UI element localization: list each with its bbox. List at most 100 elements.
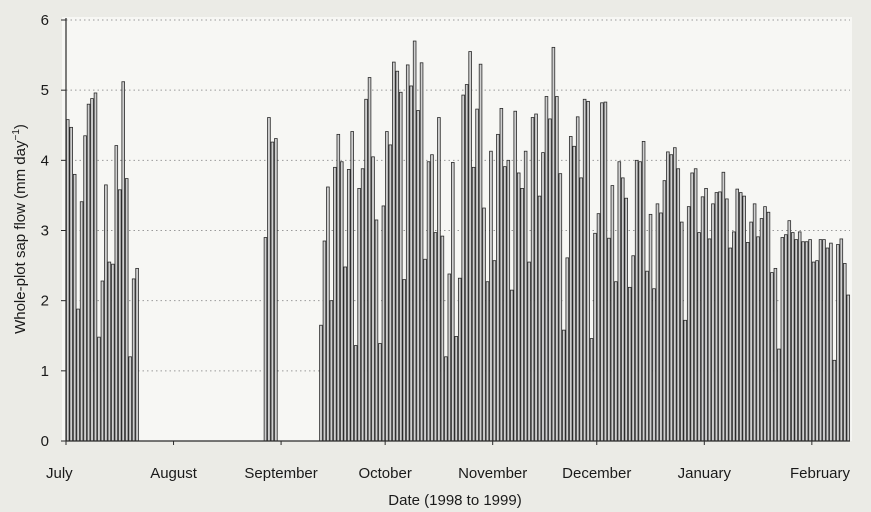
x-tick-label-october: October bbox=[358, 465, 411, 482]
bar-day-212 bbox=[801, 241, 805, 442]
bar-day-93 bbox=[388, 144, 393, 442]
bar-day-91 bbox=[381, 205, 386, 442]
y-axis-title: Whole-plot sap flow (mm day−1) bbox=[11, 124, 29, 334]
bar-day-199 bbox=[756, 236, 760, 442]
bar-day-169 bbox=[652, 288, 656, 442]
bar-day-220 bbox=[829, 242, 833, 442]
bar-day-194 bbox=[738, 192, 743, 442]
bar-series bbox=[65, 40, 851, 442]
bar-day-81 bbox=[346, 169, 351, 442]
bar-day-144 bbox=[565, 257, 570, 442]
bar-day-105 bbox=[430, 154, 434, 442]
axes bbox=[61, 18, 850, 445]
bar-day-97 bbox=[402, 279, 406, 442]
bar-day-189 bbox=[721, 171, 726, 442]
bar-day-221 bbox=[832, 359, 837, 442]
bar-day-0 bbox=[65, 119, 70, 442]
bar-day-82 bbox=[350, 131, 354, 442]
bar-day-193 bbox=[735, 188, 740, 442]
bar-day-175 bbox=[673, 147, 677, 442]
bar-day-107 bbox=[437, 117, 441, 442]
bar-day-180 bbox=[690, 172, 694, 442]
bar-day-115 bbox=[464, 84, 469, 442]
bar-day-79 bbox=[340, 161, 344, 442]
bar-day-132 bbox=[523, 150, 528, 442]
bar-day-95 bbox=[395, 70, 400, 442]
bar-day-103 bbox=[423, 258, 427, 442]
bar-day-178 bbox=[683, 319, 687, 442]
bar-day-96 bbox=[399, 91, 403, 442]
y-tick-labels: 0 1 2 3 4 5 6 bbox=[41, 12, 49, 450]
bar-day-58 bbox=[267, 117, 271, 442]
bar-day-217 bbox=[818, 239, 823, 442]
bar-day-186 bbox=[711, 203, 715, 442]
bar-day-138 bbox=[544, 96, 549, 442]
bar-day-173 bbox=[666, 151, 670, 442]
bar-day-90 bbox=[378, 343, 382, 442]
bar-day-206 bbox=[780, 237, 785, 442]
bar-day-182 bbox=[697, 232, 701, 442]
bar-day-85 bbox=[360, 168, 365, 442]
bar-day-163 bbox=[631, 255, 635, 442]
bar-day-181 bbox=[693, 168, 698, 442]
bar-day-162 bbox=[627, 286, 632, 442]
bar-day-125 bbox=[499, 108, 504, 442]
x-tick-label-november: November bbox=[458, 465, 527, 482]
bar-day-13 bbox=[111, 263, 115, 442]
bar-day-20 bbox=[135, 267, 139, 442]
bar-day-110 bbox=[447, 273, 452, 442]
bar-day-122 bbox=[489, 150, 493, 442]
bar-day-188 bbox=[718, 191, 722, 442]
bar-day-2 bbox=[72, 173, 77, 442]
bar-day-136 bbox=[537, 195, 542, 442]
bar-day-118 bbox=[475, 108, 479, 442]
y-tick-label-1: 1 bbox=[41, 363, 49, 380]
x-tick-label-september: September bbox=[244, 465, 317, 482]
bar-day-210 bbox=[794, 239, 798, 442]
bar-day-111 bbox=[451, 162, 455, 442]
bar-day-60 bbox=[274, 138, 278, 442]
bar-day-203 bbox=[770, 272, 774, 442]
bar-day-159 bbox=[617, 161, 622, 442]
x-tick-label-february: February bbox=[790, 465, 851, 482]
bar-day-120 bbox=[482, 207, 486, 442]
bar-day-216 bbox=[815, 260, 819, 442]
bar-day-131 bbox=[520, 187, 524, 442]
bar-day-121 bbox=[485, 281, 490, 442]
bar-day-154 bbox=[600, 102, 604, 442]
x-tick-label-december: December bbox=[562, 465, 631, 482]
bar-day-185 bbox=[707, 238, 712, 442]
bar-day-98 bbox=[405, 64, 410, 442]
bar-day-130 bbox=[516, 172, 521, 442]
bar-day-167 bbox=[645, 270, 649, 442]
y-axis-title-close: ) bbox=[12, 124, 29, 129]
bar-day-174 bbox=[669, 154, 674, 442]
bar-day-75 bbox=[326, 186, 330, 442]
bar-day-76 bbox=[329, 300, 334, 442]
bar-day-202 bbox=[766, 211, 771, 442]
bar-day-88 bbox=[371, 156, 375, 442]
bar-day-119 bbox=[478, 63, 483, 442]
bar-day-59 bbox=[270, 141, 275, 442]
y-tick-label-2: 2 bbox=[41, 293, 49, 310]
x-axis-title: Date (1998 to 1999) bbox=[388, 492, 521, 509]
bar-day-1 bbox=[69, 126, 73, 442]
bar-day-141 bbox=[555, 96, 559, 442]
y-tick-label-6: 6 bbox=[41, 12, 49, 29]
bar-day-151 bbox=[589, 338, 594, 442]
bar-day-112 bbox=[454, 336, 459, 442]
bar-day-171 bbox=[659, 212, 663, 442]
bar-day-14 bbox=[114, 145, 119, 442]
bar-day-215 bbox=[811, 261, 816, 442]
bar-day-205 bbox=[777, 348, 781, 442]
x-tick-labels: July August September October November Decemb… bbox=[46, 465, 851, 482]
bar-day-158 bbox=[614, 281, 618, 442]
bar-day-116 bbox=[468, 51, 472, 442]
y-tick-label-4: 4 bbox=[41, 152, 49, 169]
bar-day-108 bbox=[440, 235, 445, 442]
bar-day-74 bbox=[322, 240, 327, 442]
bar-day-214 bbox=[808, 239, 812, 442]
bar-day-204 bbox=[773, 267, 778, 442]
bar-day-183 bbox=[700, 196, 705, 442]
